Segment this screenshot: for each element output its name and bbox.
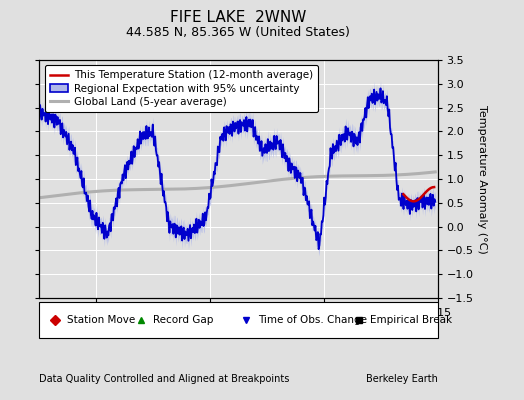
Legend: This Temperature Station (12-month average), Regional Expectation with 95% uncer: This Temperature Station (12-month avera… — [45, 65, 318, 112]
Text: Empirical Break: Empirical Break — [370, 315, 453, 325]
Text: Time of Obs. Change: Time of Obs. Change — [258, 315, 367, 325]
Y-axis label: Temperature Anomaly (°C): Temperature Anomaly (°C) — [477, 105, 487, 253]
Text: Record Gap: Record Gap — [153, 315, 213, 325]
Text: Data Quality Controlled and Aligned at Breakpoints: Data Quality Controlled and Aligned at B… — [39, 374, 290, 384]
Text: Berkeley Earth: Berkeley Earth — [366, 374, 438, 384]
Text: Station Move: Station Move — [67, 315, 135, 325]
Text: 44.585 N, 85.365 W (United States): 44.585 N, 85.365 W (United States) — [126, 26, 351, 39]
Text: FIFE LAKE  2WNW: FIFE LAKE 2WNW — [170, 10, 307, 25]
